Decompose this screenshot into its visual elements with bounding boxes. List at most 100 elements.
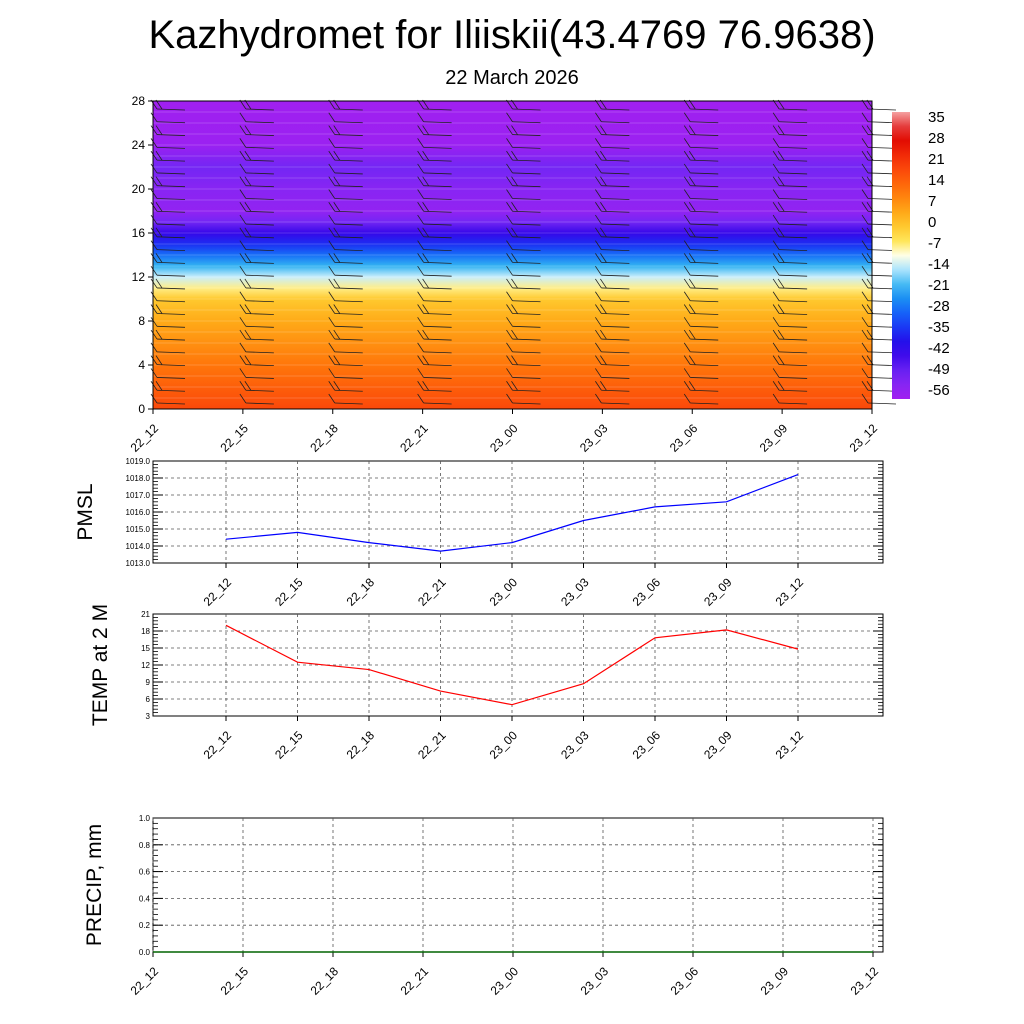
wind-barb-flag <box>688 329 696 340</box>
wind-barb-flag <box>239 265 247 276</box>
wind-barb-flag <box>511 227 518 238</box>
wind-barb-flag <box>506 202 513 212</box>
wind-barb-flag <box>683 317 691 327</box>
wind-barb-staff <box>245 223 274 226</box>
wind-barb-flag <box>155 227 163 238</box>
wind-barb <box>239 214 274 226</box>
wind-barb-flag <box>772 227 780 238</box>
wind-barb-flag <box>417 214 424 225</box>
wind-barb-flag <box>150 265 158 276</box>
wind-barb <box>150 138 186 149</box>
x-tick-label: 22_18 <box>344 575 378 609</box>
colorbar-fill <box>892 112 910 399</box>
wind-barb-flag <box>595 125 602 135</box>
wind-barb-flag <box>777 227 785 238</box>
wind-barb-flag <box>150 355 158 365</box>
wind-barb-flag <box>333 253 341 263</box>
wind-barb-staff <box>245 351 274 354</box>
wind-barb-staff <box>334 198 363 200</box>
wind-barb-flag <box>239 163 247 174</box>
wind-barb-flag <box>595 189 602 199</box>
wind-barb <box>506 240 541 252</box>
wind-barb <box>595 342 630 354</box>
wind-barb <box>506 291 541 303</box>
wind-barb <box>506 393 541 405</box>
x-tick-label: 22_12 <box>201 728 235 762</box>
colorbar-label: 7 <box>928 193 936 210</box>
wind-barb <box>150 189 186 200</box>
wind-barb <box>861 240 897 252</box>
wind-barb <box>239 240 274 252</box>
wind-barb-staff <box>156 223 186 226</box>
colorbar-label: 21 <box>928 151 945 168</box>
wind-barb-flag <box>772 214 780 225</box>
wind-barb-flag <box>861 278 869 289</box>
wind-barb-flag <box>777 176 785 186</box>
wind-barb-flag <box>239 278 247 289</box>
wind-barb <box>683 150 719 162</box>
wind-barb-flag <box>422 304 429 314</box>
wind-barb <box>772 342 808 354</box>
wind-barb <box>595 240 630 252</box>
wind-barb-staff <box>512 146 541 149</box>
wind-barb-staff <box>334 172 363 175</box>
wind-barb <box>861 368 897 379</box>
wind-barb <box>417 240 452 252</box>
heatmap-x-tick-label: 22_15 <box>217 421 251 455</box>
heatmap-y-tick-label: 0 <box>138 402 145 416</box>
wind-barb-flag <box>861 163 869 174</box>
wind-barb-flag <box>595 138 602 148</box>
wind-barb-flag <box>600 125 607 135</box>
wind-barb-staff <box>779 223 808 226</box>
x-tick-label: 23_06 <box>630 728 664 762</box>
wind-barb-flag <box>239 393 247 404</box>
wind-barb <box>417 329 452 341</box>
wind-barb-flag <box>683 112 691 123</box>
wind-barb-staff <box>601 377 630 379</box>
colorbar-label: 28 <box>928 130 945 147</box>
wind-barb-flag <box>861 265 869 276</box>
wind-barb-staff <box>245 198 274 200</box>
wind-barb <box>861 214 897 226</box>
wind-barb-flag <box>511 380 518 391</box>
wind-barb-flag <box>239 317 247 327</box>
wind-barb-flag <box>683 368 691 378</box>
wind-barb <box>683 304 719 315</box>
wind-barb <box>417 393 452 405</box>
wind-barb <box>239 253 274 264</box>
heatmap-y-tick-label: 28 <box>132 94 146 108</box>
wind-barb <box>150 163 186 175</box>
wind-barb-flag <box>772 304 780 314</box>
wind-barb-flag <box>772 176 780 186</box>
wind-barb-staff <box>156 300 186 303</box>
wind-barb <box>861 393 897 405</box>
wind-barb <box>417 342 452 354</box>
wind-barb-flag <box>511 150 518 161</box>
wind-barb-flag <box>595 304 602 314</box>
wind-barb-flag <box>328 342 336 353</box>
y-tick-label: 21 <box>141 610 150 619</box>
wind-barb-flag <box>861 189 869 199</box>
wind-barb-flag <box>328 214 336 225</box>
wind-barb-flag <box>861 368 869 378</box>
wind-barb-flag <box>683 278 691 289</box>
wind-barb <box>595 368 630 379</box>
wind-barb-staff <box>423 325 452 328</box>
wind-barb-flag <box>861 202 869 212</box>
wind-barb-staff <box>690 223 719 226</box>
wind-barb-flag <box>600 304 607 314</box>
wind-barb-flag <box>600 278 607 289</box>
wind-barb <box>239 202 274 213</box>
wind-barb <box>683 265 719 277</box>
wind-barb-flag <box>244 355 252 365</box>
wind-barb-flag <box>772 150 780 161</box>
wind-barb-flag <box>861 380 869 391</box>
wind-barb <box>772 176 808 188</box>
wind-barb-flag <box>150 240 158 250</box>
wind-barb <box>239 380 274 392</box>
wind-barb-staff <box>156 351 186 354</box>
wind-barb-staff <box>690 351 719 354</box>
wind-barb-flag <box>244 380 252 391</box>
wind-barb-flag <box>244 227 252 238</box>
